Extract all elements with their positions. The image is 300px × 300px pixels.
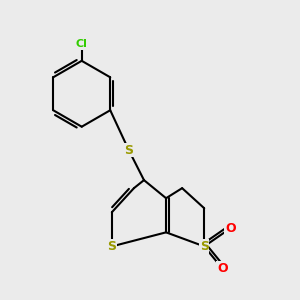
- Text: S: S: [124, 143, 133, 157]
- Text: O: O: [217, 262, 228, 275]
- Text: S: S: [107, 240, 116, 253]
- Text: Cl: Cl: [76, 39, 88, 49]
- Text: S: S: [200, 240, 209, 253]
- Text: O: O: [225, 222, 236, 235]
